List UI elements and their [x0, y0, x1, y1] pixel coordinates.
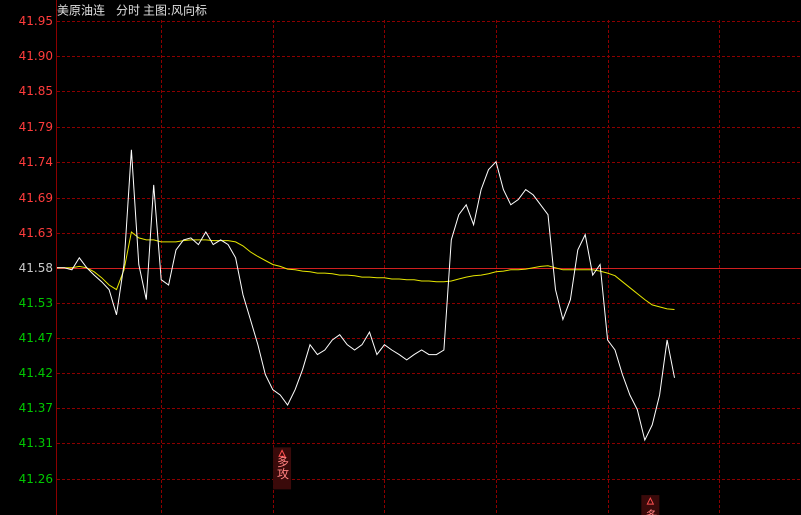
y-tick-label: 41.74 — [19, 155, 53, 169]
indicator-name: 主图:风向标 — [143, 3, 207, 18]
y-tick-label: 41.47 — [19, 331, 53, 345]
y-tick-label: 41.42 — [19, 366, 53, 380]
annotation-box — [273, 447, 292, 490]
y-tick-label: 41.37 — [19, 401, 53, 415]
y-tick-label: 41.69 — [19, 191, 53, 205]
annotation-label: 多攻 — [276, 455, 290, 480]
grid: 41.95 41.90 41.85 41.79 41.74 41.69 41.63 41.58… — [19, 0, 801, 515]
y-tick-label: 41.31 — [19, 436, 53, 450]
y-tick-label: 41.79 — [19, 120, 53, 134]
chart-title: 美原油连 — [57, 3, 105, 18]
chart-subtitle: 分时 — [116, 4, 140, 18]
annotation-box — [641, 495, 660, 515]
y-tick-label: 41.63 — [19, 226, 53, 240]
annotation-arrow — [278, 449, 286, 457]
series-line — [57, 231, 675, 310]
annotation-arrow — [646, 496, 655, 505]
y-tick-label: 41.95 — [19, 14, 53, 28]
y-tick-label: 41.53 — [19, 296, 53, 310]
y-tick-label: 41.85 — [19, 84, 53, 98]
y-tick-label: 41.58 — [19, 261, 53, 275]
y-tick-label: 41.90 — [19, 49, 53, 63]
annotation-label: 多 — [644, 509, 658, 515]
y-tick-label: 41.26 — [19, 472, 53, 486]
marks: 多攻多 — [57, 149, 675, 515]
series-line — [57, 149, 675, 442]
